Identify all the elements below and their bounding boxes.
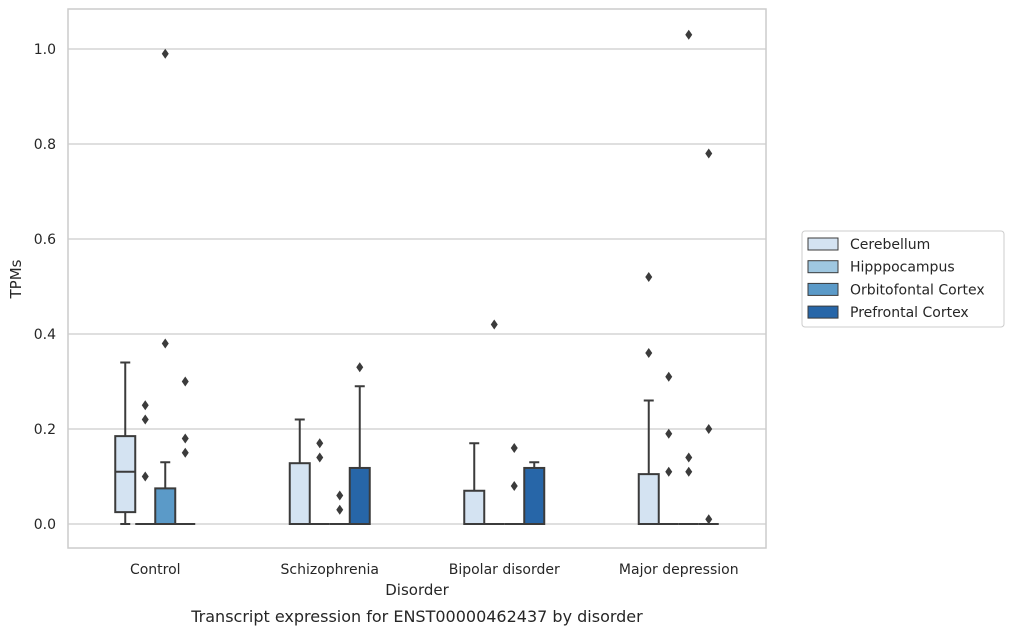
y-tick-label: 1.0 [34,42,56,58]
box-body [114,435,137,514]
outlier-point [685,466,693,477]
outlier-point [510,481,518,491]
outlier-point [705,424,713,434]
box-body [463,489,486,525]
outlier-point [316,452,324,463]
legend-swatch [807,305,839,319]
box-cerebellum [288,418,311,526]
grid-lines [68,48,766,525]
y-axis-label: TPMs [7,259,25,299]
outlier-point [665,371,673,382]
outlier-point [141,471,149,482]
outlier-point [141,414,149,425]
outlier-point [705,514,713,525]
legend-swatch [807,282,839,296]
legend-item: Cerebellum [807,237,930,253]
chart-title: Transcript expression for ENST0000046243… [190,607,643,626]
box-body [348,466,371,526]
outlier-point [161,48,169,59]
outlier-point [665,428,673,439]
legend: Cerebellum Hipppocampus Orbitofontal Corte… [801,230,1005,328]
outlier-point [316,438,324,449]
legend-swatch [807,237,839,251]
outlier-point [665,466,673,477]
legend-label: Prefrontal Cortex [850,305,969,321]
legend-item: Prefrontal Cortex [807,305,969,321]
outlier-point [510,443,518,453]
y-tick-label: 0.0 [34,517,56,533]
legend-swatch [807,260,839,274]
box-orbitofontal-cortex [154,461,177,525]
outlier-point [141,400,149,411]
x-tick-label: Major depression [619,562,739,578]
y-tick-label: 0.6 [34,232,56,248]
outlier-point [645,272,653,282]
x-tick-label: Control [130,562,181,578]
outlier-point [181,376,189,387]
outliers-layer [141,29,713,525]
y-axis-ticks: 0.0 0.2 0.4 0.6 0.8 1.0 [34,42,56,533]
legend-item: Hipppocampus [807,260,955,276]
outlier-point [356,362,364,373]
box-prefrontal-cortex [523,461,546,526]
outlier-point [685,29,693,40]
outlier-point [705,148,713,159]
legend-item: Orbitofontal Cortex [807,282,985,298]
legend-label: Orbitofontal Cortex [850,282,985,298]
box-body [154,487,177,525]
box-cerebellum [463,442,486,525]
outlier-point [685,452,693,463]
y-tick-label: 0.8 [34,137,56,153]
x-tick-label: Bipolar disorder [449,562,560,578]
outlier-point [336,490,344,501]
box-cerebellum [114,361,137,525]
box-cerebellum [637,399,660,525]
outlier-point [181,433,189,444]
x-axis-label: Disorder [385,581,449,599]
outlier-point [161,338,169,349]
plot-area-frame [67,8,767,549]
box-prefrontal-cortex [348,385,371,526]
legend-frame [801,230,1005,328]
outlier-point [336,504,344,515]
legend-label: Cerebellum [850,237,930,253]
boxes-layer [114,361,719,526]
box-body [637,473,660,525]
outlier-point [490,319,498,330]
y-tick-label: 0.4 [34,327,56,343]
box-body [523,466,546,526]
y-tick-label: 0.2 [34,422,56,438]
x-axis-ticks: Control Schizophrenia Bipolar disorder Majo… [130,562,739,578]
legend-label: Hipppocampus [850,260,955,276]
outlier-point [181,447,189,458]
x-tick-label: Schizophrenia [281,562,379,578]
outlier-point [645,348,653,358]
box-body [288,462,311,526]
